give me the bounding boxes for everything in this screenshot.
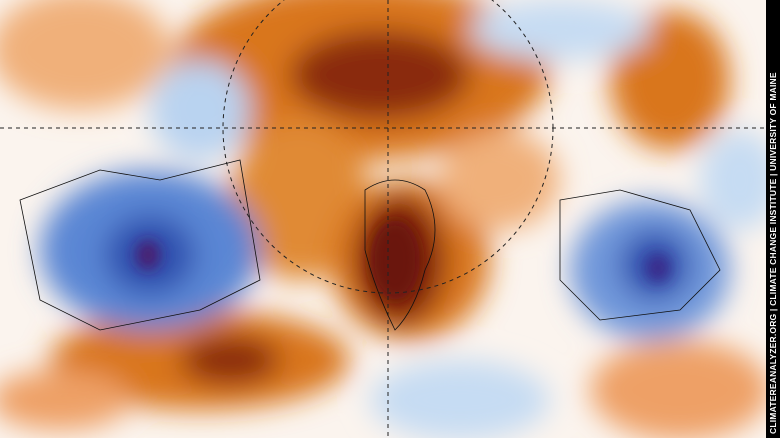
- credit: CLIMATEREANALYZER.ORG | CLIMATE CHANGE I…: [768, 72, 778, 434]
